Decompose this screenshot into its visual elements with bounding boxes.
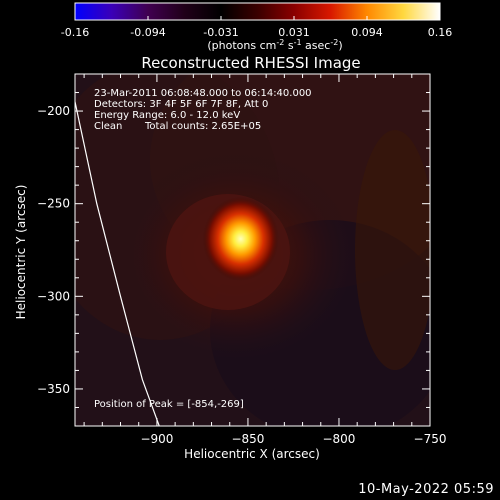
heatmap-image [75, 74, 430, 426]
annotation-peak-position: Position of Peak = [-854,-269] [94, 399, 244, 410]
colorbar-tick-label: 0.16 [428, 26, 453, 39]
colorbar-units: (photons cm-2 s-1 asec-2) [207, 38, 342, 52]
peak-source [202, 196, 279, 281]
annotation-time: 23-Mar-2011 06:08:48.000 to 06:14:40.000 [94, 88, 312, 99]
colorbar-tick-label: 0.094 [351, 26, 383, 39]
y-tick-label: −350 [37, 382, 70, 396]
x-axis-label: Heliocentric X (arcsec) [184, 447, 320, 461]
solar-limb-line [75, 101, 160, 426]
chart-title: Reconstructed RHESSI Image [141, 54, 360, 72]
annotation-counts: Total counts: 2.65E+05 [144, 121, 261, 132]
y-axis-label: Heliocentric Y (arcsec) [14, 185, 28, 320]
annotation-detectors: Detectors: 3F 4F 5F 6F 7F 8F, Att 0 [94, 99, 268, 110]
x-tick-label: −900 [140, 432, 173, 446]
y-tick-label: −200 [37, 104, 70, 118]
y-axis-ticks: −200 −250 −300 −350 [37, 73, 430, 427]
footer-timestamp: 10-May-2022 05:59 [358, 482, 494, 497]
colorbar-tick-label: -0.16 [61, 26, 89, 39]
x-tick-label: −850 [231, 432, 264, 446]
y-tick-label: −300 [37, 289, 70, 303]
x-tick-label: −750 [414, 432, 447, 446]
annotation-method: Clean [94, 121, 122, 132]
colorbar [74, 2, 441, 21]
annotation-energy: Energy Range: 6.0 - 12.0 keV [94, 110, 240, 121]
x-axis-ticks: −900 −850 −800 −750 [83, 74, 447, 446]
colorbar-tick-label: 0.031 [278, 26, 310, 39]
plot-frame [74, 73, 431, 427]
colorbar-ticks: -0.16 -0.094 -0.031 0.031 0.094 0.16 [61, 16, 452, 39]
colorbar-tick-label: -0.094 [130, 26, 165, 39]
y-tick-label: −250 [37, 197, 70, 211]
x-tick-label: −800 [322, 432, 355, 446]
colorbar-tick-label: -0.031 [203, 26, 238, 39]
